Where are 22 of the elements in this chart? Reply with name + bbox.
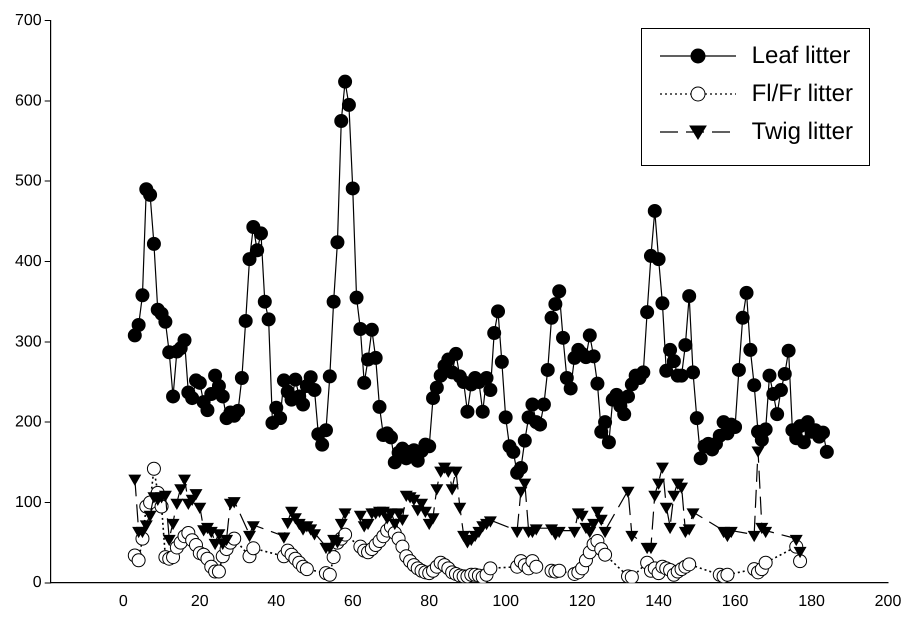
x-tick-label: 60: [344, 592, 362, 610]
y-tick-label: 400: [14, 252, 42, 270]
legend-label: Leaf litter: [752, 42, 850, 70]
x-tick-label: 180: [798, 592, 825, 610]
x-tick-label: 140: [645, 592, 672, 610]
x-tick-label: 160: [722, 592, 749, 610]
x-tick-label: 200: [874, 592, 902, 610]
y-tick-label: 600: [14, 92, 42, 110]
y-tick-label: 500: [14, 172, 42, 190]
x-tick-label: 20: [190, 592, 209, 610]
x-tick-label: 100: [492, 592, 520, 610]
x-tick-label: 120: [568, 592, 596, 610]
x-tick-label: 0: [118, 592, 128, 610]
x-tick-label: 40: [267, 592, 286, 610]
y-tick-label: 100: [14, 494, 42, 511]
y-tick-label: 300: [14, 333, 42, 350]
x-tick-label: 80: [420, 592, 438, 610]
legend-label: Fl/Fr litter: [752, 80, 853, 108]
y-tick-label: 0: [32, 574, 42, 592]
legend-label: Twig litter: [752, 118, 853, 146]
y-tick-label: 700: [14, 12, 42, 30]
y-tick-label: 200: [14, 414, 42, 431]
